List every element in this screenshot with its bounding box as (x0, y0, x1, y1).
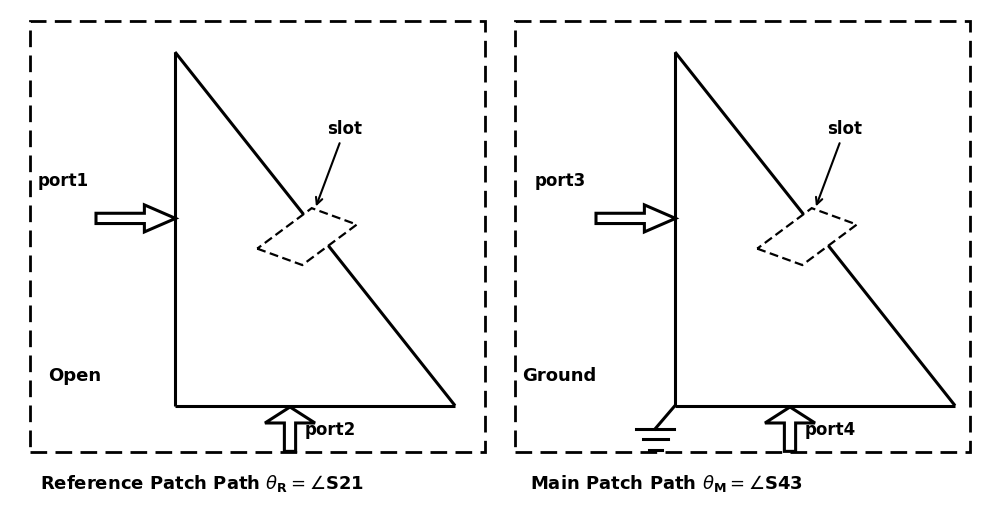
Text: port1: port1 (38, 172, 89, 190)
Text: port2: port2 (305, 421, 356, 439)
FancyArrow shape (765, 407, 815, 451)
Bar (757, 208, 857, 265)
Text: Open: Open (48, 367, 101, 385)
FancyArrow shape (596, 205, 676, 232)
Bar (515, 21, 970, 452)
Text: Ground: Ground (522, 367, 596, 385)
FancyArrow shape (265, 407, 315, 451)
Text: Main Patch Path $\theta_\mathregular{M}$$=$$\angle$S43: Main Patch Path $\theta_\mathregular{M}$… (530, 473, 803, 494)
Bar (30, 21, 485, 452)
FancyArrow shape (96, 205, 176, 232)
Text: slot: slot (316, 120, 362, 204)
Text: slot: slot (816, 120, 862, 204)
Text: port3: port3 (535, 172, 586, 190)
Bar (257, 208, 357, 265)
Text: Reference Patch Path $\theta_\mathregular{R}$$=$$\angle$S21: Reference Patch Path $\theta_\mathregula… (40, 473, 364, 494)
Text: port4: port4 (805, 421, 856, 439)
